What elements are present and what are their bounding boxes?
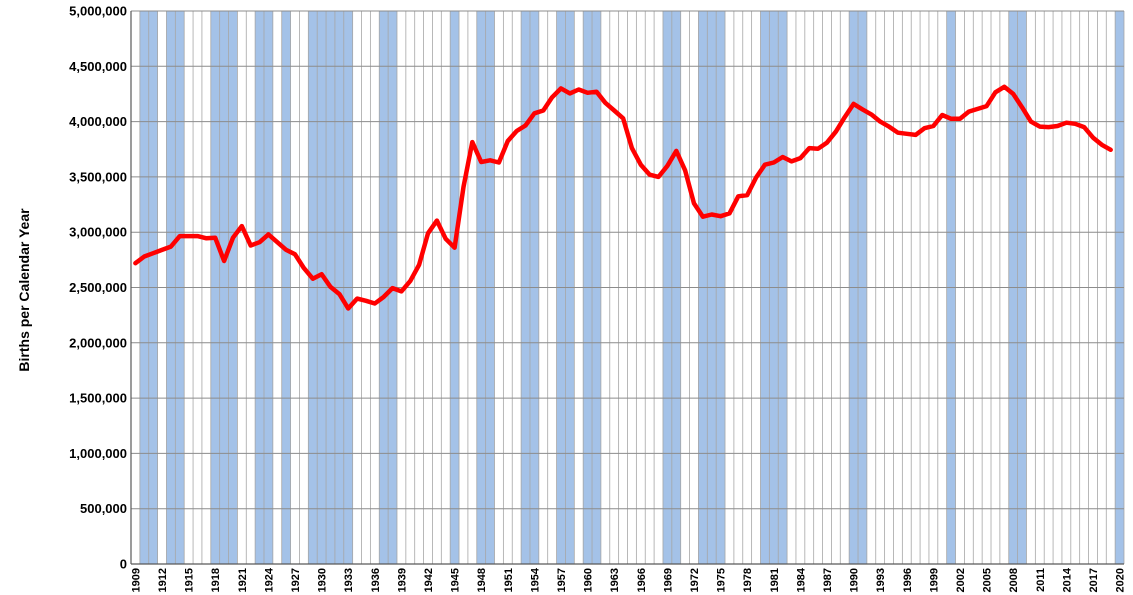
x-tick-label: 1996 xyxy=(902,568,914,592)
x-tick-label: 1915 xyxy=(184,568,196,592)
y-tick-label: 3,500,000 xyxy=(69,169,127,184)
x-tick-label: 1972 xyxy=(689,568,701,592)
x-tick-label: 1909 xyxy=(130,568,142,592)
x-tick-label: 1948 xyxy=(476,568,488,592)
x-tick-label: 2002 xyxy=(955,568,967,592)
x-tick-label: 1969 xyxy=(662,568,674,592)
grid-lines xyxy=(130,10,1125,565)
axes xyxy=(130,11,1124,565)
x-tick-label: 2011 xyxy=(1035,568,1047,592)
y-tick-label: 4,000,000 xyxy=(69,114,127,129)
x-tick-label: 1984 xyxy=(795,567,807,592)
births-series-line xyxy=(133,84,1113,311)
x-tick-label: 1936 xyxy=(370,568,382,592)
y-tick-label: 2,500,000 xyxy=(69,280,127,295)
x-tick-label: 1927 xyxy=(290,568,302,592)
x-tick-label: 1951 xyxy=(503,568,515,592)
x-tick-label: 1975 xyxy=(716,568,728,592)
x-tick-label: 1924 xyxy=(263,567,275,592)
x-tick-label: 1978 xyxy=(742,568,754,592)
y-tick-label: 1,500,000 xyxy=(69,391,127,406)
x-tick-label: 2008 xyxy=(1008,568,1020,592)
y-tick-label: 4,500,000 xyxy=(69,59,127,74)
x-tick-label: 2017 xyxy=(1088,568,1100,592)
y-tick-label: 3,000,000 xyxy=(69,225,127,240)
x-tick-label: 1933 xyxy=(343,568,355,592)
x-tick-label: 2020 xyxy=(1115,568,1127,592)
x-tick-label: 1960 xyxy=(583,568,595,592)
x-tick-label: 1945 xyxy=(450,568,462,592)
x-tick-label: 1912 xyxy=(157,568,169,592)
x-tick-label: 1990 xyxy=(849,568,861,592)
x-tick-label: 2014 xyxy=(1061,567,1073,592)
y-tick-label: 2,000,000 xyxy=(69,335,127,350)
x-tick-label: 1981 xyxy=(769,568,781,592)
x-tick-label: 1930 xyxy=(317,568,329,592)
x-tick-label: 1993 xyxy=(875,568,887,592)
y-tick-label: 1,000,000 xyxy=(69,446,127,461)
y-tick-label: 500,000 xyxy=(80,501,127,516)
y-tick-label: 5,000,000 xyxy=(69,4,127,19)
x-tick-label: 1966 xyxy=(636,568,648,592)
x-axis-ticks: 1909 1912 1915 1918 1921 1924 1927 1930 1933 1936… xyxy=(130,567,1126,592)
x-tick-label: 2005 xyxy=(982,568,994,592)
y-axis-label: Births per Calendar Year xyxy=(16,208,32,372)
x-tick-label: 1987 xyxy=(822,568,834,592)
x-tick-label: 1999 xyxy=(928,568,940,592)
x-tick-label: 1918 xyxy=(210,568,222,592)
x-tick-label: 1921 xyxy=(237,568,249,592)
x-tick-label: 1957 xyxy=(556,568,568,592)
y-tick-label: 0 xyxy=(120,557,127,572)
y-axis-ticks: 0 500,000 1,000,000 1,500,000 2,000,000 2,500… xyxy=(69,4,127,572)
x-tick-label: 1942 xyxy=(423,568,435,592)
series-lines xyxy=(133,84,1113,311)
x-tick-label: 1939 xyxy=(396,568,408,592)
x-tick-label: 1963 xyxy=(609,568,621,592)
x-tick-label: 1954 xyxy=(529,567,541,592)
